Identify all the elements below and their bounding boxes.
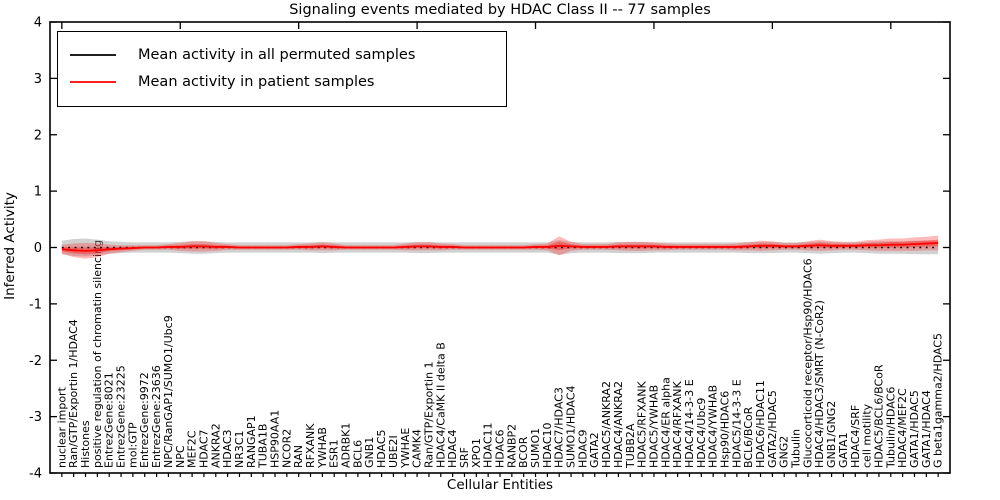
x-tick-label: RANBP2	[505, 424, 518, 468]
x-tick-label: XPO1	[470, 438, 483, 468]
y-tick-label: -4	[29, 467, 42, 482]
x-tick-label: Tubulin	[790, 429, 803, 469]
legend-entry-permuted: Mean activity in all permuted samples	[70, 41, 500, 68]
x-tick-label: cell motility	[861, 403, 874, 468]
x-tick-label: Histones	[79, 420, 92, 468]
permuted-line-sample	[70, 53, 116, 56]
x-tick-label: HDAC4/HDAC3/SMRT (N-CoR2)	[813, 300, 826, 468]
x-tick-label: ADRBK1	[340, 423, 353, 468]
x-tick-label: HDAC6/HDAC11	[754, 380, 767, 468]
x-tick-label: NPC	[174, 445, 187, 468]
x-tick-label: GNG2	[778, 436, 791, 468]
x-tick-label: HDAC4/14-3-3 E	[683, 379, 696, 468]
x-tick-label: HDAC5	[375, 429, 388, 468]
x-tick-label: mol:GTP	[126, 422, 139, 468]
x-tick-label: HDAC6	[494, 429, 507, 468]
legend-label-permuted: Mean activity in all permuted samples	[138, 46, 416, 63]
x-tick-label: EntrezGene:9972	[138, 372, 151, 468]
x-tick-label: SUMO1	[529, 428, 542, 468]
x-tick-label: HDAC9	[576, 429, 589, 468]
x-tick-label: nuclear import	[55, 386, 68, 468]
x-tick-label: BCL6	[351, 440, 364, 468]
y-tick-label: -3	[29, 410, 42, 425]
x-tick-label: GATA1/HDAC4	[920, 390, 933, 468]
x-tick-label: Hsp90/HDAC6	[719, 391, 732, 468]
y-tick-label: -1	[29, 297, 42, 312]
x-tick-label: NR3C1	[233, 430, 246, 468]
y-tick-label: 2	[34, 128, 42, 143]
patient-mean-line	[61, 242, 939, 252]
x-tick-label: EntrezGene:23636	[150, 365, 163, 468]
x-tick-label: G beta1gamma2/HDAC5	[932, 333, 945, 468]
x-tick-label: HDAC4	[446, 429, 459, 468]
x-tick-label: CAMK4	[411, 429, 424, 468]
x-axis-label: Cellular Entities	[446, 477, 554, 493]
x-tick-label: BCOR	[517, 436, 530, 468]
x-tick-label: GATA2	[588, 432, 601, 468]
x-tick-label: BCL6/BCoR	[742, 406, 755, 468]
x-tick-label: Glucocorticoid receptor/Hsp90/HDAC6	[801, 258, 814, 468]
x-tick-label: EntrezGene:23225	[115, 365, 128, 468]
x-tick-label: GATA1/HDAC5	[908, 390, 921, 468]
x-tick-label: GNB1/GNG2	[825, 401, 838, 468]
x-tick-label: UBE2I	[387, 435, 400, 468]
x-tick-label: ANKRA2	[209, 423, 222, 468]
x-tick-label: TUBA1B	[257, 424, 270, 469]
x-tick-label: HDAC10	[541, 422, 554, 468]
chart-title: Signaling events mediated by HDAC Class …	[289, 2, 711, 18]
x-tick-label: GNB1	[363, 437, 376, 468]
x-tick-label: HDAC4/YWHAB	[707, 385, 720, 468]
y-tick-label: 4	[34, 16, 42, 31]
x-tick-label: TUBB2A	[624, 423, 637, 469]
x-tick-label: EntrezGene:8021	[103, 372, 116, 468]
y-tick-label: 1	[34, 185, 42, 200]
x-tick-label: YWHAE	[399, 428, 412, 469]
x-tick-label: ESR1	[328, 439, 341, 468]
y-tick-label: 0	[34, 241, 42, 256]
x-tick-label: HDAC4/RFXANK	[671, 380, 684, 468]
x-tick-label: SUMO1/HDAC4	[565, 386, 578, 468]
legend-label-patient: Mean activity in patient samples	[138, 73, 375, 90]
x-tick-label: RANGAP1	[245, 415, 258, 468]
x-tick-label: HDAC5/ANKRA2	[600, 381, 613, 468]
x-tick-label: GATA1	[837, 432, 850, 468]
x-tick-label: Ran/GTP/Exportin 1	[422, 361, 435, 468]
x-tick-label: NCOR2	[280, 429, 293, 468]
x-tick-label: HDAC7/HDAC3	[553, 387, 566, 468]
x-tick-label: HDAC4/ER alpha	[659, 377, 672, 468]
x-tick-label: HDAC5/BCL6/BCoR	[872, 364, 885, 468]
x-tick-label: positive regulation of chromatin silenci…	[91, 240, 104, 468]
x-tick-label: NPC/RanGAP1/SUMO1/Ubc9	[162, 315, 175, 468]
x-tick-label: RAN	[292, 445, 305, 468]
x-tick-label: Tubulin/HDAC6	[884, 387, 897, 469]
legend-box: Mean activity in all permuted samples Me…	[57, 31, 507, 107]
y-tick-label: -2	[29, 354, 42, 369]
x-tick-label: HDAC4/MEF2C	[896, 388, 909, 468]
x-tick-label: HDAC4/CaMK II delta B	[434, 342, 447, 468]
x-tick-label: HDAC4/SRF	[849, 405, 862, 468]
x-tick-label: HDAC4/Ubc9	[695, 398, 708, 468]
x-tick-label: HSP90AA1	[269, 410, 282, 468]
x-tick-label: MEF2C	[186, 430, 199, 468]
x-tick-label: HDAC3	[221, 429, 234, 468]
x-tick-label: HDAC4/ANKRA2	[612, 381, 625, 468]
x-tick-label: HDAC5/RFXANK	[636, 380, 649, 468]
x-tick-label: HDAC5/14-3-3 E	[730, 379, 743, 468]
x-tick-label: GATA2/HDAC5	[766, 390, 779, 468]
patient-line-sample	[70, 80, 116, 83]
y-tick-label: 3	[34, 72, 42, 87]
x-tick-label: SRF	[458, 447, 471, 468]
x-tick-label: YWHAB	[316, 427, 329, 469]
x-tick-label: RFXANK	[304, 423, 317, 468]
x-tick-label: Ran/GTP/Exportin 1/HDAC4	[67, 319, 80, 468]
legend-entry-patient: Mean activity in patient samples	[70, 68, 500, 95]
x-tick-label: HDAC11	[482, 422, 495, 468]
x-tick-label: HDAC7	[197, 429, 210, 468]
y-axis-label: Inferred Activity	[2, 192, 18, 300]
x-tick-label: HDAC5/YWHAB	[647, 385, 660, 468]
